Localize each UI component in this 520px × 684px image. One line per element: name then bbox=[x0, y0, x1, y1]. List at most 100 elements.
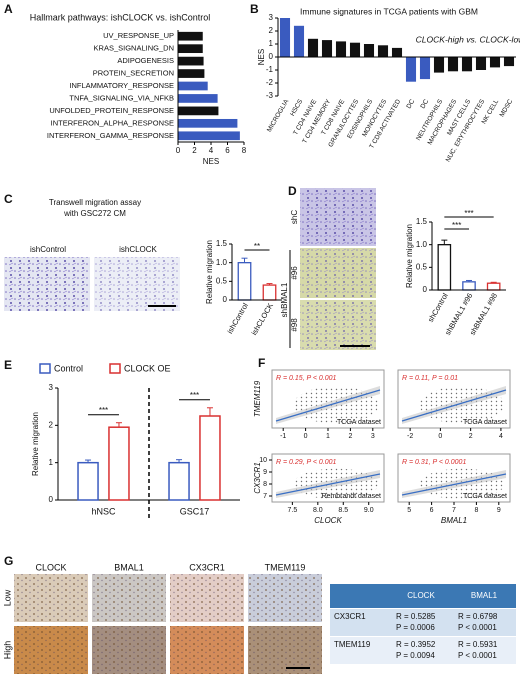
x-tick-label: 6 bbox=[430, 507, 434, 514]
bar bbox=[178, 106, 219, 116]
bar bbox=[335, 41, 347, 57]
legend-label: CLOCK OE bbox=[124, 363, 171, 373]
table-cell: P = 0.0094 bbox=[396, 651, 435, 660]
y-tick-label: 1 bbox=[49, 458, 54, 467]
table-cell: P < 0.0001 bbox=[458, 651, 497, 660]
y-tick-label: UNFOLDED_PROTEIN_RESPONSE bbox=[49, 106, 174, 115]
image-label: ishCLOCK bbox=[119, 245, 157, 254]
regression-line bbox=[275, 473, 381, 496]
y-tick-label: 3 bbox=[49, 383, 54, 392]
bar bbox=[461, 57, 473, 72]
micrograph-texture bbox=[4, 257, 90, 311]
regression-line bbox=[401, 473, 507, 496]
regression-line bbox=[401, 389, 507, 422]
x-tick-label: 9.0 bbox=[364, 507, 374, 514]
y-tick-label: TNFA_SIGNALING_VIA_NFKB bbox=[69, 93, 174, 102]
x-tick-label: 0 bbox=[176, 146, 181, 155]
bar bbox=[503, 57, 515, 67]
bar bbox=[475, 57, 487, 70]
image-label: ishControl bbox=[30, 245, 66, 254]
bar bbox=[321, 40, 333, 57]
micrograph-texture bbox=[92, 626, 166, 674]
x-tick-label: GSC17 bbox=[180, 506, 210, 516]
column-label: TMEM119 bbox=[265, 562, 306, 572]
bar bbox=[108, 426, 130, 501]
panel-label: B bbox=[250, 2, 259, 16]
micrograph-texture bbox=[94, 257, 180, 311]
panel-subtitle: with GSC272 CM bbox=[63, 209, 126, 218]
y-tick-label: 2 bbox=[269, 26, 274, 35]
y-tick-label: 1.0 bbox=[216, 258, 228, 267]
y-tick-label: 1.0 bbox=[416, 240, 428, 249]
dataset-label: TCGA dataset bbox=[463, 419, 507, 426]
y-tick-label: PROTEIN_SECRETION bbox=[93, 69, 174, 78]
table-row-label: TMEM119 bbox=[334, 640, 371, 649]
bar bbox=[178, 44, 203, 54]
y-tick-label: 0 bbox=[49, 495, 54, 504]
bar bbox=[279, 18, 291, 57]
y-tick-label: -3 bbox=[266, 91, 274, 100]
y-tick-label: INTERFERON_ALPHA_RESPONSE bbox=[51, 118, 174, 127]
y-tick-label: 1.5 bbox=[216, 239, 228, 248]
micrograph-texture bbox=[300, 248, 376, 298]
significance-label: *** bbox=[452, 221, 461, 230]
y-tick-label: UV_RESPONSE_UP bbox=[103, 31, 174, 40]
legend-swatch bbox=[39, 363, 51, 374]
y-tick-label: INTERFERON_GAMMA_RESPONSE bbox=[47, 131, 174, 140]
column-label: BMAL1 bbox=[114, 562, 144, 572]
significance-label: *** bbox=[464, 209, 473, 218]
y-axis-label: Relative migration bbox=[205, 240, 214, 304]
x-tick-label: 6 bbox=[225, 146, 230, 155]
table-cell: R = 0.5931 bbox=[458, 640, 498, 649]
bar bbox=[349, 42, 361, 57]
micrograph-texture bbox=[170, 574, 244, 622]
micrograph-texture bbox=[248, 626, 322, 674]
x-tick-label: hNSC bbox=[91, 506, 116, 516]
bar bbox=[178, 94, 218, 103]
bar bbox=[462, 281, 476, 291]
y-tick-label: 0 bbox=[269, 52, 274, 61]
table-cell: R = 0.5285 bbox=[396, 612, 436, 621]
bar bbox=[433, 57, 445, 73]
panel-label: G bbox=[4, 554, 13, 568]
x-tick-label: 8.0 bbox=[313, 507, 323, 514]
y-tick-label: -2 bbox=[266, 78, 274, 87]
x-tick-label: 0 bbox=[438, 433, 442, 440]
x-axis-label: NES bbox=[203, 157, 219, 166]
x-tick-label: 1 bbox=[326, 433, 330, 440]
y-tick-label: 9 bbox=[263, 469, 267, 476]
x-axis-label: CLOCK bbox=[314, 516, 342, 525]
panel-label: D bbox=[288, 184, 297, 198]
bar bbox=[262, 284, 277, 301]
image-label: #96 bbox=[290, 266, 299, 280]
bar bbox=[178, 56, 204, 66]
y-tick-label: 0.5 bbox=[416, 262, 428, 271]
panel-label: A bbox=[4, 2, 13, 16]
y-tick-label: 7 bbox=[263, 493, 267, 500]
micrograph-texture bbox=[248, 574, 322, 622]
x-tick-label: -1 bbox=[280, 433, 286, 440]
bar bbox=[486, 282, 501, 291]
legend-label: Control bbox=[54, 363, 83, 373]
y-tick-label: 8 bbox=[263, 481, 267, 488]
table-row bbox=[330, 609, 516, 636]
chart-title: Hallmark pathways: ishCLOCK vs. ishContr… bbox=[30, 12, 211, 22]
y-axis-label: NES bbox=[257, 49, 266, 65]
x-tick-label: MICROGLIA bbox=[266, 98, 291, 134]
row-label: High bbox=[2, 641, 12, 660]
y-axis-label: Relative migration bbox=[405, 224, 414, 288]
dataset-label: Rembrandt dataset bbox=[321, 493, 381, 500]
micrograph-texture bbox=[300, 300, 376, 350]
bar bbox=[168, 461, 190, 501]
annotation: CLOCK-high vs. CLOCK-low bbox=[416, 34, 520, 44]
x-tick-label: 7.5 bbox=[287, 507, 297, 514]
column-label: CLOCK bbox=[35, 562, 66, 572]
table-row bbox=[330, 637, 516, 664]
bar bbox=[391, 47, 403, 57]
y-tick-label: 10 bbox=[259, 457, 267, 464]
panel-label: F bbox=[258, 356, 265, 370]
x-tick-label: 8 bbox=[474, 507, 478, 514]
bar bbox=[447, 57, 459, 72]
y-tick-label: -1 bbox=[266, 65, 274, 74]
x-tick-label: 3 bbox=[371, 433, 375, 440]
